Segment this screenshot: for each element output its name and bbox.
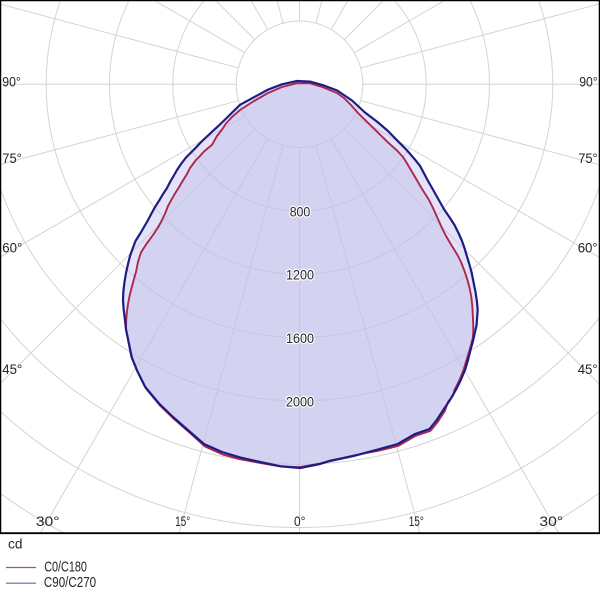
svg-text:75°: 75° bbox=[2, 150, 22, 166]
svg-text:45°: 45° bbox=[578, 361, 598, 377]
svg-text:1200: 1200 bbox=[286, 267, 314, 283]
svg-text:60°: 60° bbox=[578, 239, 598, 255]
svg-text:800: 800 bbox=[290, 203, 311, 219]
svg-text:15°: 15° bbox=[175, 513, 190, 529]
svg-text:C0/C180: C0/C180 bbox=[44, 560, 87, 576]
svg-text:2000: 2000 bbox=[286, 393, 314, 409]
svg-text:0°: 0° bbox=[294, 513, 305, 529]
svg-text:45°: 45° bbox=[2, 361, 22, 377]
svg-text:C90/C270: C90/C270 bbox=[44, 575, 96, 591]
svg-text:30°: 30° bbox=[36, 513, 60, 529]
svg-text:90°: 90° bbox=[579, 74, 598, 90]
svg-text:1600: 1600 bbox=[286, 330, 314, 346]
svg-text:15°: 15° bbox=[409, 513, 424, 529]
svg-text:30°: 30° bbox=[539, 513, 563, 529]
svg-text:cd: cd bbox=[8, 536, 23, 552]
svg-text:90°: 90° bbox=[2, 74, 21, 90]
svg-text:60°: 60° bbox=[2, 239, 22, 255]
svg-text:75°: 75° bbox=[578, 150, 598, 166]
